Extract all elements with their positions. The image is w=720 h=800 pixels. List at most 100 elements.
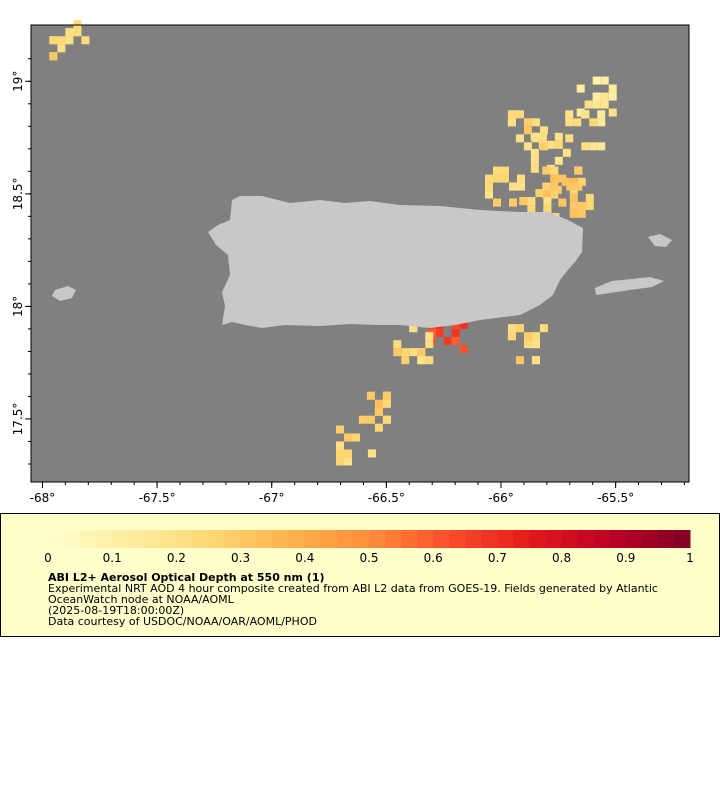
- colorbar-cell: [48, 530, 65, 548]
- aod-pixel: [507, 118, 516, 127]
- colorbar-tick-label: 0.6: [424, 551, 443, 565]
- colorbar-cell: [417, 530, 434, 548]
- aod-pixel: [382, 399, 391, 408]
- aod-pixel: [554, 156, 563, 165]
- aod-pixel: [574, 182, 583, 191]
- aod-pixel: [485, 190, 493, 199]
- colorbar-tick-label: 1: [686, 551, 694, 565]
- legend-panel: 0 0.1 0.2 0.3 0.4 0.5 0.6 0.7 0.8 0.9 1 ABI L2+ Ae…: [0, 513, 720, 637]
- aod-pixel: [531, 118, 540, 127]
- aod-pixel: [569, 177, 578, 186]
- aod-pixel: [565, 118, 574, 127]
- aod-pixel: [401, 356, 410, 365]
- aod-pixel: [335, 449, 344, 458]
- aod-pixel: [565, 110, 574, 119]
- aod-pixel: [49, 36, 58, 45]
- aod-pixel: [409, 324, 418, 333]
- aod-pixel: [550, 182, 559, 191]
- colorbar-cell: [272, 530, 290, 548]
- aod-pixel: [542, 182, 551, 191]
- aod-pixel: [592, 100, 601, 109]
- mona-island: [52, 286, 76, 301]
- legend-time: (2025-08-19T18:00:00Z): [48, 604, 185, 617]
- aod-pixels-layer: [49, 20, 617, 466]
- aod-pixel: [600, 92, 609, 101]
- aod-pixel: [569, 209, 578, 218]
- aod-pixel: [425, 340, 434, 349]
- colorbar-cell: [609, 530, 627, 548]
- aod-pixel: [574, 166, 583, 175]
- colorbar-cell: [240, 530, 258, 548]
- aod-pixel: [65, 28, 74, 37]
- aod-pixel: [585, 193, 594, 202]
- aod-pixel: [527, 197, 536, 206]
- aod-pixel: [542, 166, 551, 175]
- colorbar-tick-label: 0.7: [488, 551, 507, 565]
- aod-pixel: [451, 320, 460, 329]
- aod-pixel: [73, 28, 82, 37]
- aod-pixel: [459, 320, 468, 329]
- aod-pixel: [569, 193, 578, 202]
- colorbar-tick-label: 0: [44, 551, 52, 565]
- aod-pixel: [543, 205, 552, 214]
- colorbar-ticks: 0 0.1 0.2 0.3 0.4 0.5 0.6 0.7 0.8 0.9 1: [44, 551, 694, 565]
- x-tick-label: -66.5°: [368, 491, 405, 505]
- aod-pixel: [435, 328, 444, 337]
- aod-pixel: [425, 332, 434, 341]
- aod-pixel: [527, 205, 536, 214]
- aod-pixel: [554, 132, 563, 141]
- aod-pixel: [409, 348, 418, 357]
- aod-pixel: [535, 189, 544, 198]
- aod-pixel: [562, 148, 571, 157]
- aod-pixel: [509, 198, 517, 207]
- colorbar-cell: [304, 530, 322, 548]
- aod-pixel: [417, 348, 426, 357]
- aod-pixel: [519, 197, 528, 206]
- x-tick-label: -66°: [488, 491, 514, 505]
- colorbar-cell: [641, 530, 659, 548]
- colorbar-cell: [144, 530, 161, 548]
- x-tick-label: -65.5°: [597, 491, 634, 505]
- aod-pixel: [531, 356, 540, 365]
- aod-pixel: [501, 166, 509, 175]
- colorbar-cell: [369, 530, 386, 548]
- colorbar-cell: [208, 530, 226, 548]
- puerto-rico-landmass: [208, 196, 583, 328]
- aod-pixel: [335, 425, 344, 434]
- y-axis: 19° 18.5° 18° 17.5°: [11, 58, 31, 465]
- aod-pixel: [554, 140, 563, 149]
- aod-pixel: [573, 118, 582, 127]
- aod-pixel: [576, 84, 585, 93]
- aod-pixel: [393, 340, 402, 349]
- colorbar-cell: [320, 530, 338, 548]
- aod-pixel: [576, 108, 585, 117]
- aod-pixel: [343, 449, 352, 458]
- aod-pixel: [509, 182, 517, 191]
- aod-pixel: [592, 76, 601, 85]
- aod-pixel: [558, 198, 567, 207]
- aod-pixel: [531, 332, 540, 341]
- aod-pixel: [517, 182, 525, 191]
- colorbar-cell: [625, 530, 643, 548]
- aod-pixel: [584, 100, 593, 109]
- aod-pixel: [543, 197, 552, 206]
- aod-pixel: [517, 174, 525, 183]
- aod-pixel: [501, 174, 509, 183]
- aod-pixel: [550, 190, 559, 199]
- colorbar-cell: [545, 530, 563, 548]
- colorbar-cell: [465, 530, 482, 548]
- culebra-island: [648, 234, 672, 247]
- y-tick-label: 17.5°: [11, 403, 25, 436]
- aod-pixel: [451, 336, 460, 345]
- aod-pixel: [507, 324, 516, 333]
- aod-pixel: [515, 110, 524, 119]
- aod-pixel: [523, 118, 532, 127]
- colorbar-cells: [48, 530, 691, 548]
- aod-pixel: [531, 340, 540, 349]
- colorbar-cell: [497, 530, 514, 548]
- colorbar-cell: [673, 530, 691, 548]
- aod-pixel: [608, 84, 617, 93]
- x-tick-label: -67°: [259, 491, 285, 505]
- aod-pixel: [425, 356, 434, 365]
- colorbar-cell: [577, 530, 595, 548]
